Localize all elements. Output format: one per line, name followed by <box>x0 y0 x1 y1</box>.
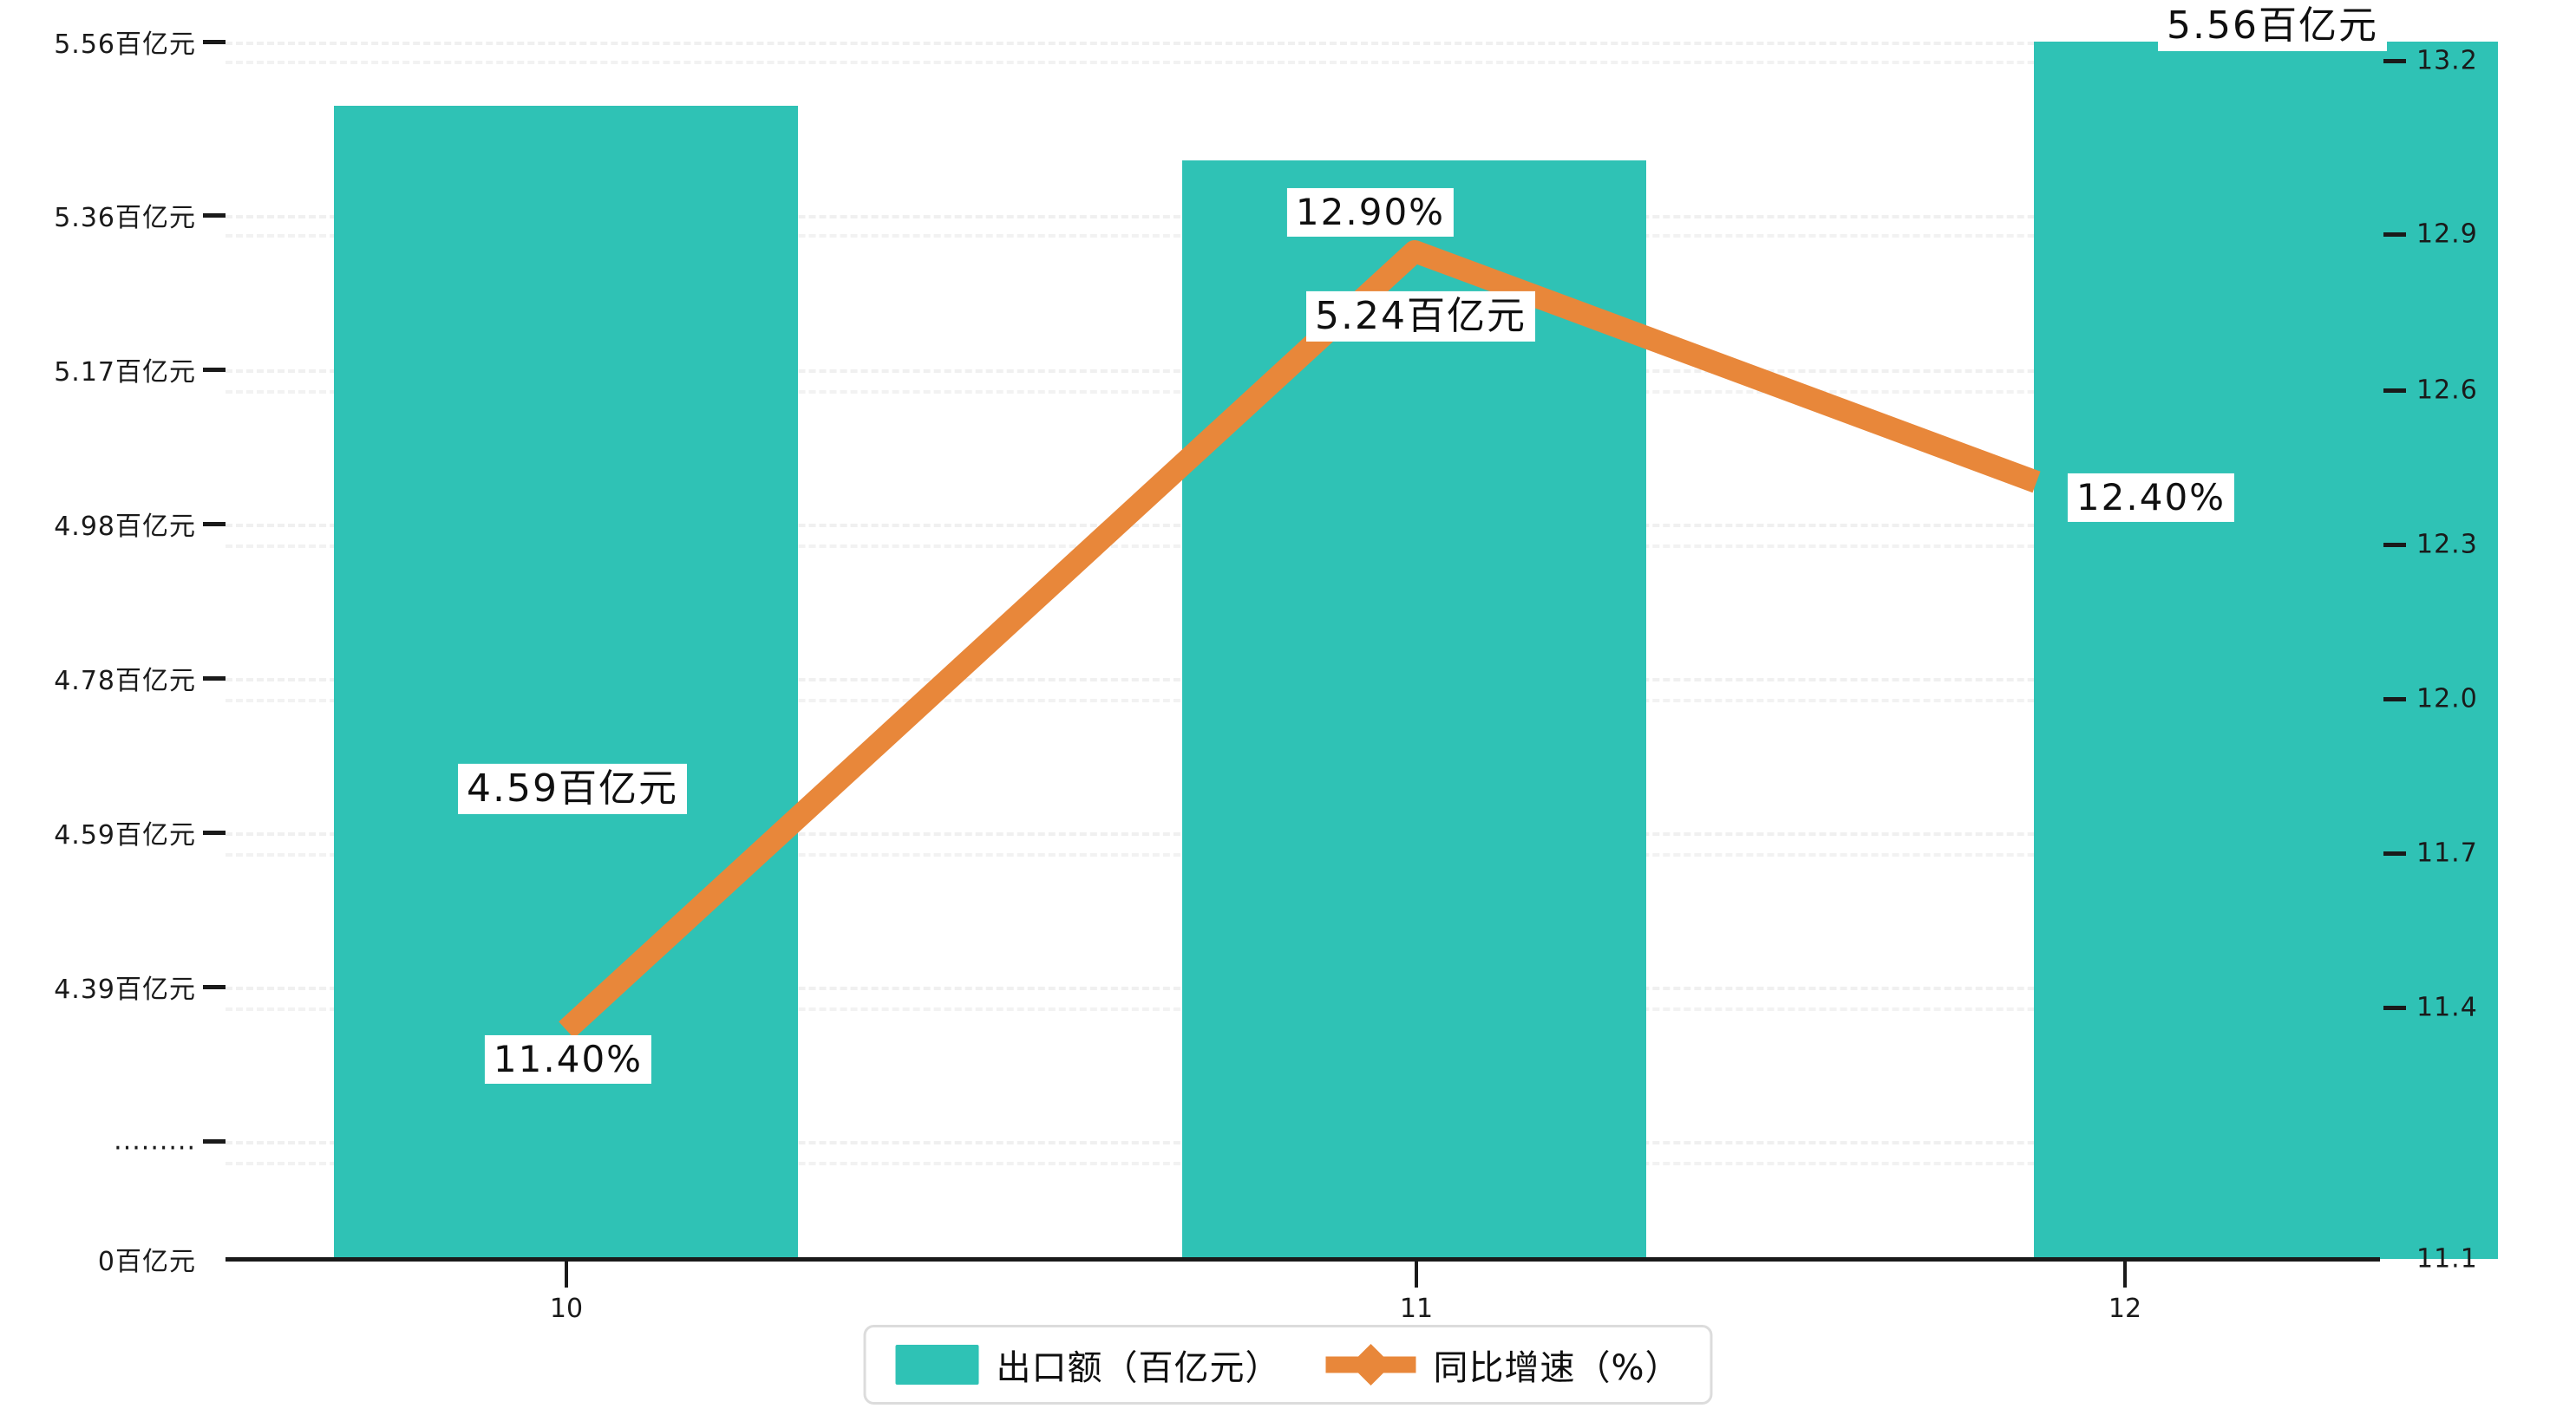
y-axis-left-label-1: 5.36百亿元 <box>54 203 196 233</box>
tick-right-5 <box>2383 851 2406 856</box>
y-axis-right-label-6: 11.4 <box>2416 992 2478 1023</box>
tick-left-6 <box>203 985 226 989</box>
tick-right-3 <box>2383 543 2406 547</box>
x-axis-line <box>226 1257 2380 1262</box>
gridline-right-0 <box>226 61 2378 64</box>
x-tick-10 <box>565 1262 568 1288</box>
bar-swatch-icon <box>895 1345 979 1385</box>
tick-left-7 <box>203 1139 226 1144</box>
x-axis-label-11: 11 <box>1399 1294 1434 1324</box>
x-axis-label-12: 12 <box>2108 1294 2142 1324</box>
tick-left-2 <box>203 368 226 372</box>
y-axis-right-label-3: 12.3 <box>2416 529 2478 560</box>
tick-right-4 <box>2383 697 2406 701</box>
legend-item-export-value[interactable]: 出口额（百亿元） <box>895 1340 1280 1390</box>
legend-label-yoy-growth: 同比增速（%） <box>1433 1348 1681 1388</box>
tick-right-1 <box>2383 232 2406 237</box>
legend-label-export-value: 出口额（百亿元） <box>996 1348 1281 1388</box>
tick-right-2 <box>2383 388 2406 393</box>
y-axis-left-label-4: 4.78百亿元 <box>54 666 196 696</box>
legend-item-yoy-growth[interactable]: 同比增速（%） <box>1325 1340 1680 1390</box>
line-value-label-11: 12.90% <box>1286 187 1455 238</box>
bar-12[interactable] <box>2034 42 2498 1259</box>
x-tick-11 <box>1415 1262 1418 1288</box>
y-axis-right-label-7: 11.1 <box>2416 1243 2478 1275</box>
tick-right-6 <box>2383 1006 2406 1010</box>
tick-left-3 <box>203 522 226 526</box>
y-axis-right-label-1: 12.9 <box>2416 218 2478 250</box>
tick-left-5 <box>203 831 226 835</box>
tick-left-4 <box>203 676 226 681</box>
bar-value-label-12: 5.56百亿元 <box>2158 0 2387 52</box>
y-axis-left-label-2: 5.17百亿元 <box>54 357 196 388</box>
x-axis-label-10: 10 <box>549 1294 584 1324</box>
y-axis-left-label-0: 5.56百亿元 <box>54 29 196 60</box>
bar-value-label-10: 4.59百亿元 <box>458 763 687 815</box>
y-axis-left-label-3: 4.98百亿元 <box>54 512 196 542</box>
gridline-left-0 <box>226 42 2378 45</box>
x-tick-12 <box>2123 1262 2127 1288</box>
bar-value-label-11: 5.24百亿元 <box>1306 290 1535 342</box>
bar-10[interactable] <box>334 106 798 1259</box>
y-axis-right-label-5: 11.7 <box>2416 838 2478 869</box>
chart-legend: 出口额（百亿元） 同比增速（%） <box>863 1325 1713 1405</box>
tick-right-0 <box>2383 59 2406 63</box>
y-axis-right-label-0: 13.2 <box>2416 45 2478 76</box>
y-axis-left-label-5: 4.59百亿元 <box>54 820 196 851</box>
line-value-label-10: 11.40% <box>484 1034 652 1085</box>
y-axis-left-label-break: ......... <box>114 1125 196 1157</box>
line-value-label-12: 12.40% <box>2067 473 2235 523</box>
tick-left-1 <box>203 213 226 218</box>
y-axis-left-label-zero: 0百亿元 <box>97 1247 196 1277</box>
tick-left-0 <box>203 40 226 44</box>
y-axis-right-label-4: 12.0 <box>2416 683 2478 714</box>
line-marker-swatch-icon <box>1325 1343 1416 1386</box>
y-axis-left-label-6: 4.39百亿元 <box>54 975 196 1005</box>
y-axis-right-label-2: 12.6 <box>2416 375 2478 406</box>
